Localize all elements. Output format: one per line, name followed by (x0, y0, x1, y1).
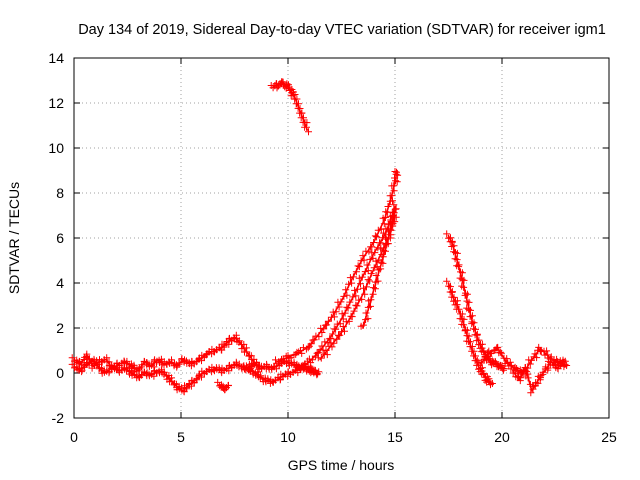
data-series (68, 78, 571, 397)
series-markers-arc-4 (267, 78, 312, 136)
axis-ticks (73, 57, 610, 419)
series-markers-arc-1 (68, 331, 323, 379)
x-tick-label: 5 (177, 429, 185, 445)
series-markers-arc-10 (443, 277, 496, 389)
y-tick-label: 4 (56, 275, 64, 291)
series-markers-arc-13 (214, 378, 232, 394)
series-markers-arc-12 (507, 356, 569, 397)
y-tick-label: 6 (56, 230, 64, 246)
y-tick-label: 2 (56, 320, 64, 336)
x-tick-label: 25 (601, 429, 617, 445)
x-tick-labels: 0 5 10 15 20 25 (70, 429, 617, 445)
y-tick-label: -2 (52, 410, 65, 426)
x-axis-title: GPS time / hours (288, 457, 395, 473)
y-tick-label: 12 (48, 95, 64, 111)
chart-title: Day 134 of 2019, Sidereal Day-to-day VTE… (78, 22, 606, 38)
x-tick-label: 0 (70, 429, 78, 445)
series-markers-arc-8 (357, 205, 400, 330)
x-tick-label: 10 (280, 429, 296, 445)
y-tick-label: 10 (48, 140, 64, 156)
y-tick-label: 0 (56, 365, 64, 381)
series-trace-arc-10 (447, 282, 493, 386)
series-markers-arc-5 (272, 168, 402, 366)
x-tick-label: 15 (387, 429, 403, 445)
x-tick-label: 20 (494, 429, 510, 445)
y-tick-label: 8 (56, 185, 64, 201)
y-axis-title: SDTVAR / TECUs (6, 182, 22, 294)
y-tick-label: 14 (48, 50, 64, 66)
y-tick-labels: -2 0 2 4 6 8 10 12 14 (48, 50, 64, 426)
series-markers-arc-2 (68, 355, 265, 396)
